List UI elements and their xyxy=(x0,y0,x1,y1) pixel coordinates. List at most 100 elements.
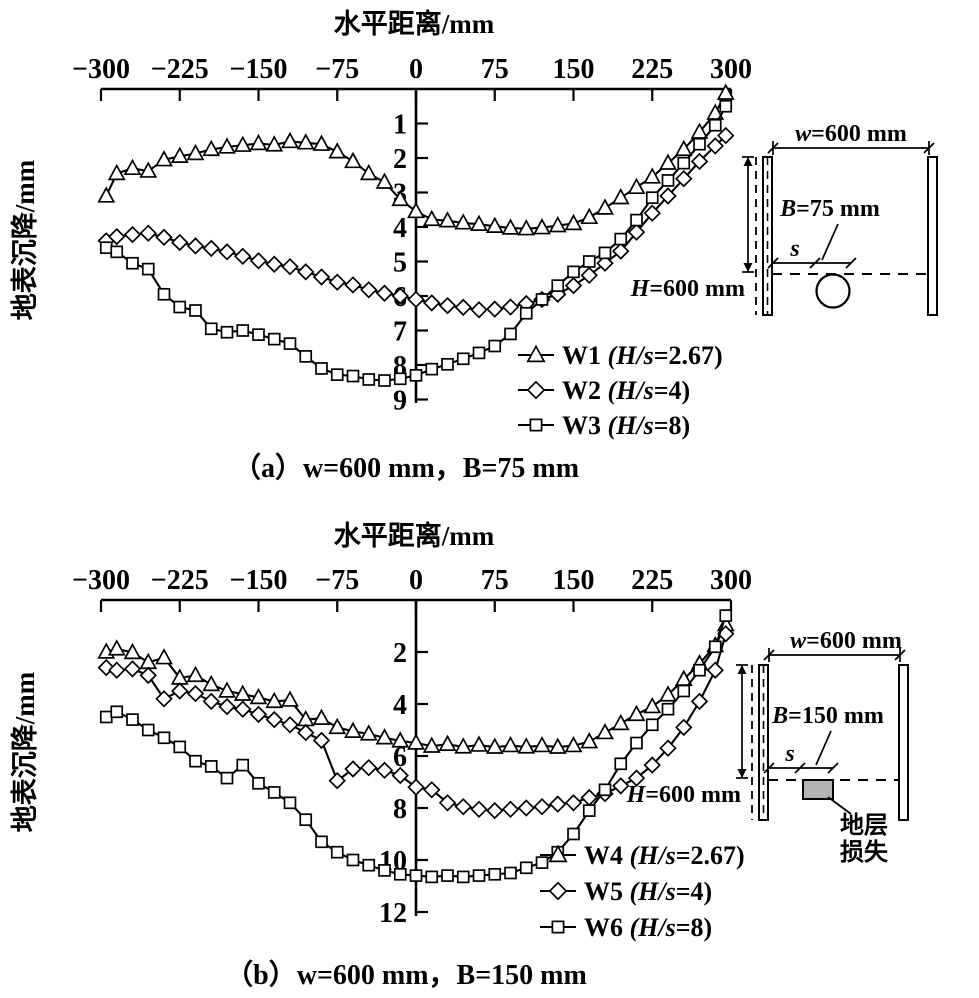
series-W6 xyxy=(99,609,733,884)
series-W4-marker xyxy=(517,737,536,754)
series-W2-marker xyxy=(438,296,457,315)
series-W6-marker xyxy=(283,796,297,810)
series-W4-marker xyxy=(454,737,473,754)
series-W3-marker xyxy=(630,213,643,227)
series-W6-marker xyxy=(409,869,423,882)
arrow-up xyxy=(743,157,753,166)
chart-a-plot: −300−225−150−75075150225300123456789W1 (… xyxy=(72,54,938,440)
series-W5-marker xyxy=(375,761,394,780)
series-W2-marker xyxy=(580,266,598,285)
series-W1-marker xyxy=(627,177,646,195)
series-W1-marker xyxy=(123,158,142,176)
legend-square-marker xyxy=(551,920,565,934)
series-W6-marker xyxy=(504,866,517,880)
series-W5-marker xyxy=(391,766,409,785)
series-W6-marker xyxy=(456,870,470,884)
series-W5-marker xyxy=(123,660,142,678)
series-W2-marker xyxy=(155,228,173,247)
series-W1-marker xyxy=(281,131,299,149)
dim-tick xyxy=(827,762,839,774)
series-W3-marker xyxy=(378,374,391,387)
chart-b-y-axis-title: 地表沉降/mm xyxy=(10,671,40,832)
series-W6-marker xyxy=(661,702,675,716)
x-tick-label: −300 xyxy=(72,54,130,85)
dim-tick xyxy=(845,257,857,269)
series-W6-marker xyxy=(472,869,486,882)
y-tick-label: 2 xyxy=(393,144,407,175)
series-W5-marker xyxy=(612,777,630,795)
series-W1-marker xyxy=(407,201,425,219)
y-tick-label: 12 xyxy=(379,898,407,929)
x-tick-label: −75 xyxy=(315,54,359,85)
series-W6-marker xyxy=(535,856,549,869)
legend-triangle-marker xyxy=(548,844,568,863)
series-W5-marker xyxy=(312,731,331,750)
series-W5-marker xyxy=(344,760,362,778)
series-W2-marker xyxy=(717,126,735,145)
series-W6-marker xyxy=(346,853,360,867)
series-W2-marker xyxy=(123,225,142,244)
series-W2-marker xyxy=(344,276,362,294)
series-W1-marker xyxy=(517,219,536,236)
series-W2-marker xyxy=(501,298,520,316)
series-W5-marker xyxy=(139,666,157,685)
loss-leader-line xyxy=(827,796,852,815)
chart-a-x-axis-title: 水平距离/mm xyxy=(334,8,495,39)
series-W6-marker xyxy=(189,754,202,768)
series-W3-marker xyxy=(661,174,675,187)
series-W6-marker xyxy=(267,786,281,799)
series-W3-marker xyxy=(719,99,733,113)
series-W5-marker xyxy=(454,797,472,816)
x-tick-label: 300 xyxy=(710,565,752,596)
legend-label: W3 (H/s=8) xyxy=(562,411,690,440)
series-W1-marker xyxy=(659,153,677,170)
series-W1-marker xyxy=(328,142,347,159)
series-W4-marker xyxy=(407,733,425,750)
dim-tick xyxy=(794,762,806,774)
x-tick-label: 0 xyxy=(409,565,423,596)
series-W5-marker xyxy=(171,682,189,700)
series-W6-marker xyxy=(488,867,502,881)
series-W4-marker xyxy=(422,736,441,753)
ground-loss-label: 地层 xyxy=(840,812,888,839)
series-W4-marker xyxy=(233,684,252,701)
series-W1-marker xyxy=(375,172,394,189)
ground-loss-label: 损失 xyxy=(840,839,889,866)
arrow-up xyxy=(737,665,747,674)
x-tick-label: −150 xyxy=(230,565,288,596)
series-W2-marker xyxy=(423,294,441,312)
series-W3-marker xyxy=(204,322,218,336)
series-W5-marker xyxy=(675,718,693,737)
series-W1-marker xyxy=(218,137,236,154)
series-W6-marker xyxy=(645,718,659,732)
series-W2-marker xyxy=(108,227,126,246)
series-W5-marker xyxy=(281,716,299,734)
series-W6-marker xyxy=(582,804,596,817)
series-W1-marker xyxy=(596,198,614,215)
x-tick-label: 300 xyxy=(710,54,752,85)
series-W2-marker xyxy=(202,239,220,258)
series-W3-marker xyxy=(614,232,628,246)
series-W1 xyxy=(97,83,735,236)
legend-square-marker xyxy=(529,418,543,432)
series-W4-marker xyxy=(611,713,630,731)
series-W3-marker xyxy=(393,372,407,386)
series-W6-marker xyxy=(220,771,234,785)
series-W2-marker xyxy=(659,187,677,205)
chart-b: 水平距离/mm 地表沉降/mm （b）w=600 mm，B=150 mm −30… xyxy=(10,520,909,991)
series-W4-marker xyxy=(548,737,567,754)
chart-b-x-axis-title: 水平距离/mm xyxy=(334,520,495,551)
series-W2-marker xyxy=(297,263,315,281)
depth-label: H=600 mm xyxy=(626,782,741,808)
series-W3-marker xyxy=(330,368,344,381)
series-W6-marker xyxy=(719,609,733,622)
series-W3-marker xyxy=(456,352,470,366)
legend: W4 (H/s=2.67) W5 (H/s=4) W6 (H/s=8) xyxy=(540,841,745,942)
series-W5-marker xyxy=(470,800,488,819)
series-W2-marker xyxy=(375,284,394,302)
legend-item-W6: W6 (H/s=8) xyxy=(540,913,712,942)
series-W5-marker xyxy=(249,705,268,724)
y-tick-label: 5 xyxy=(393,248,407,279)
